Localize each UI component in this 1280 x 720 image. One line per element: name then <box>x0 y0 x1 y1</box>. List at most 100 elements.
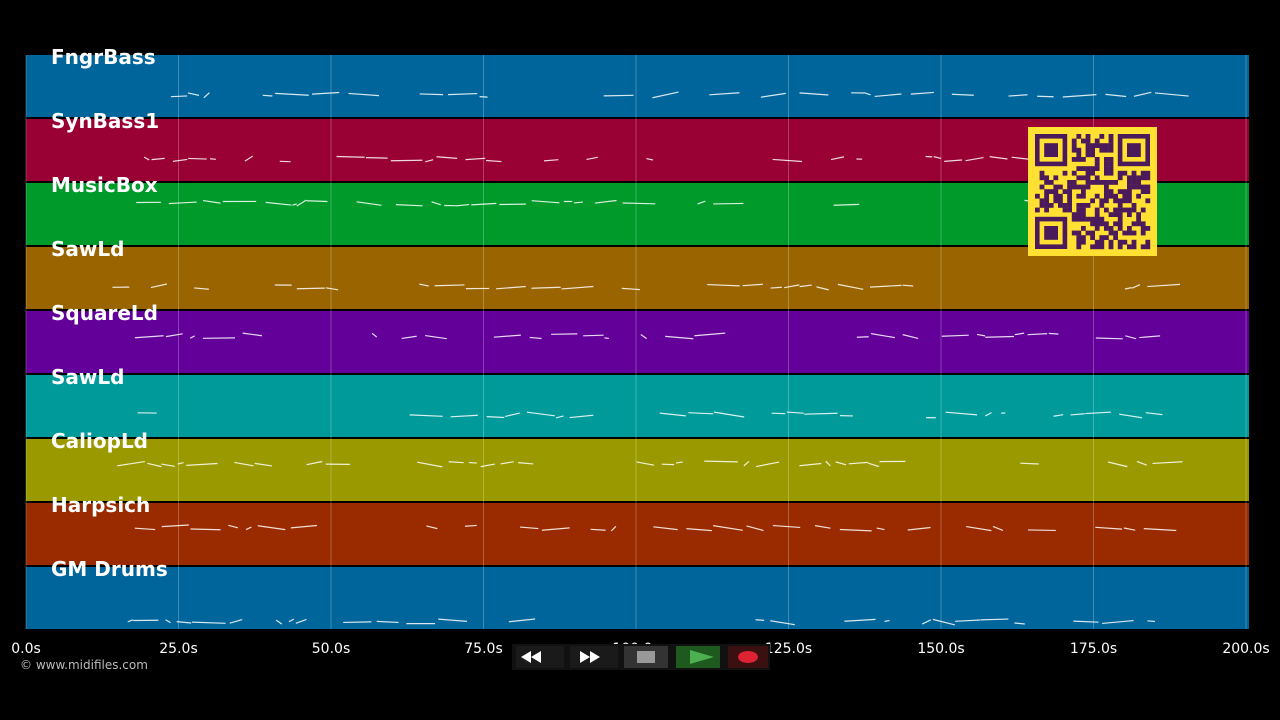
qr-cell <box>1127 244 1132 250</box>
note <box>262 94 273 97</box>
qr-cell <box>1117 239 1123 245</box>
note <box>965 156 984 162</box>
qr-cell <box>1090 230 1095 236</box>
note <box>518 462 534 465</box>
note <box>799 92 829 96</box>
qr-cell <box>1108 239 1114 245</box>
qr-cell <box>1127 212 1132 217</box>
note <box>839 528 872 532</box>
note <box>870 333 896 339</box>
note <box>1062 94 1097 98</box>
qr-cell <box>1090 166 1095 171</box>
note <box>1154 92 1189 97</box>
note <box>921 619 932 625</box>
note <box>401 335 417 340</box>
note <box>707 283 740 287</box>
qr-cell <box>1076 157 1082 162</box>
qr-cell <box>1122 230 1128 236</box>
note <box>165 333 183 338</box>
qr-cell <box>1140 226 1146 231</box>
qr-cell <box>1122 170 1128 176</box>
note <box>951 93 974 96</box>
time-tick-label: 125.0s <box>765 641 812 657</box>
time-tick-label: 200.0s <box>1222 641 1269 657</box>
play-button[interactable] <box>676 646 720 668</box>
qr-cell <box>1062 189 1068 194</box>
note <box>508 618 536 623</box>
qr-cell <box>1090 216 1095 222</box>
qr-cell <box>1127 207 1132 213</box>
qr-cell <box>1122 198 1128 204</box>
qr-cell <box>1136 216 1141 222</box>
note <box>713 525 743 531</box>
qr-cell <box>1090 198 1095 204</box>
note <box>455 203 470 207</box>
qr-cell <box>1140 170 1146 176</box>
qr-cell <box>1140 244 1146 250</box>
qr-cell <box>1085 138 1091 144</box>
track-name: Harpsich <box>51 493 150 517</box>
note <box>665 335 694 340</box>
qr-cell <box>1071 184 1077 190</box>
qr-cell <box>1140 207 1146 213</box>
qr-cell <box>1094 175 1100 181</box>
qr-cell <box>1099 180 1105 185</box>
record-button[interactable] <box>728 646 768 668</box>
qr-cell <box>1081 138 1086 144</box>
qr-cell <box>1067 180 1072 185</box>
stop-button[interactable] <box>624 646 668 668</box>
note <box>697 200 706 205</box>
qr-cell <box>1067 198 1072 204</box>
note <box>772 158 803 163</box>
note <box>409 414 443 417</box>
rewind-button[interactable] <box>516 646 564 668</box>
qr-cell <box>1104 147 1109 153</box>
qr-cell <box>1099 244 1105 250</box>
note <box>573 201 583 204</box>
qr-cell <box>1044 175 1049 181</box>
qr-cell <box>1044 203 1049 208</box>
qr-cell <box>1035 193 1040 199</box>
time-tick-label: 25.0s <box>159 641 197 657</box>
qr-cell <box>1067 184 1072 190</box>
qr-cell <box>1058 203 1063 208</box>
qr-cell <box>1090 152 1095 158</box>
note <box>288 618 295 623</box>
qr-finder <box>1044 226 1058 240</box>
qr-cell <box>1136 221 1141 227</box>
qr-cell <box>1108 244 1114 250</box>
qr-cell <box>1145 198 1151 204</box>
qr-cell <box>1053 193 1059 199</box>
qr-cell <box>1099 216 1105 222</box>
qr-cell <box>1090 147 1095 153</box>
note <box>799 284 812 288</box>
qr-cell <box>1090 235 1095 240</box>
note <box>426 525 438 530</box>
forward-button[interactable] <box>570 646 618 668</box>
qr-cell <box>1076 207 1082 213</box>
play-icon <box>690 650 714 664</box>
qr-cell <box>1085 184 1091 190</box>
qr-cell <box>1094 138 1100 144</box>
qr-cell <box>1131 175 1137 181</box>
qr-cell <box>1122 207 1128 213</box>
qr-cell <box>1085 143 1091 148</box>
qr-cell <box>1113 212 1118 217</box>
qr-cell <box>1099 235 1105 240</box>
note <box>529 336 542 340</box>
note <box>586 156 598 161</box>
note <box>659 412 686 417</box>
note <box>992 525 1004 531</box>
qr-cell <box>1131 244 1137 250</box>
qr-cell <box>1058 184 1063 190</box>
qr-cell <box>1081 203 1086 208</box>
note <box>325 287 339 291</box>
note <box>902 284 914 287</box>
qr-cell <box>1048 203 1054 208</box>
note <box>165 619 171 624</box>
watermark: © www.midifiles.com <box>20 658 148 672</box>
note <box>431 201 441 206</box>
note <box>945 411 978 416</box>
track-name: SawLd <box>51 365 124 389</box>
qr-cell <box>1085 216 1091 222</box>
